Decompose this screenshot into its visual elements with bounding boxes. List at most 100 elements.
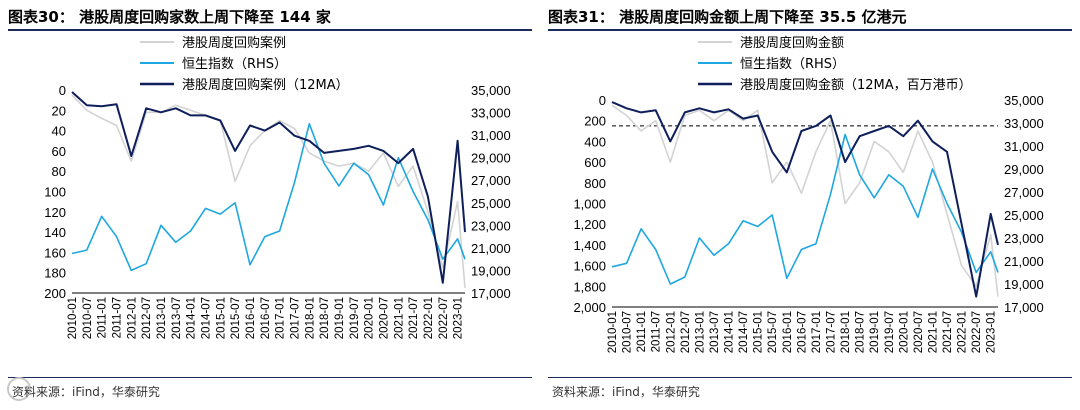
chart-source: 资料来源：iFind，华泰研究 bbox=[12, 385, 160, 399]
x-tick-label: 2010-07 bbox=[82, 297, 94, 339]
y-left-tick-label: 0 bbox=[599, 93, 606, 108]
x-tick-label: 2013-01 bbox=[156, 297, 168, 339]
x-tick-label: 2019-01 bbox=[869, 311, 881, 353]
x-tick-label: 2022-07 bbox=[971, 311, 983, 353]
x-tick-label: 2023-01 bbox=[453, 297, 465, 339]
chart-svg: 0 20 40 60 80 100 120 140 160 180 200 17,000 19,000 2… bbox=[44, 35, 511, 339]
x-tick-label: 2010-01 bbox=[607, 311, 619, 353]
y-left-tick-label: 800 bbox=[584, 176, 606, 191]
legend-label: 港股周度回购金额（12MA，百万港币） bbox=[740, 77, 972, 93]
x-tick-label: 2022-01 bbox=[957, 311, 969, 353]
chart-source: 资料来源：iFind，华泰研究 bbox=[552, 385, 700, 399]
y-right-tick-label: 27,000 bbox=[1004, 185, 1044, 200]
chart-title: 图表30： 港股周度回购家数上周下降至 144 家 bbox=[8, 8, 331, 26]
y-left-tick-label: 60 bbox=[52, 144, 66, 159]
y-left-tick-label: 1,400 bbox=[573, 238, 606, 253]
y-right-tick-label: 33,000 bbox=[471, 106, 511, 121]
x-tick-label: 2012-01 bbox=[126, 297, 138, 339]
y-left-tick-label: 140 bbox=[44, 225, 66, 240]
y-right-tick-label: 31,000 bbox=[471, 128, 511, 143]
x-tick-label: 2017-01 bbox=[275, 297, 287, 339]
y-left-tick-label: 1,200 bbox=[573, 217, 606, 232]
x-tick-label: 2012-07 bbox=[141, 297, 153, 339]
x-tick-label: 2023-01 bbox=[986, 311, 998, 353]
y-right-tick-label: 23,000 bbox=[1004, 231, 1044, 246]
y-left-tick-label: 200 bbox=[584, 114, 606, 129]
x-tick-label: 2019-07 bbox=[884, 311, 896, 353]
series-line-1 bbox=[71, 123, 466, 272]
legend-label: 港股周度回购案例 bbox=[182, 35, 286, 51]
x-tick-label: 2014-07 bbox=[738, 311, 750, 353]
x-tick-label: 2011-01 bbox=[636, 311, 648, 352]
legend-label: 港股周度回购案例（12MA） bbox=[182, 77, 349, 93]
watermark-logo-icon bbox=[7, 377, 31, 401]
x-tick-label: 2015-07 bbox=[767, 311, 779, 353]
y-right-tick-label: 35,000 bbox=[471, 83, 511, 98]
x-tick-label: 2010-07 bbox=[622, 311, 634, 353]
y-right-tick-label: 29,000 bbox=[471, 151, 511, 166]
y-left-tick-label: 1,600 bbox=[573, 259, 606, 274]
y-left-tick-label: 160 bbox=[44, 245, 66, 260]
x-tick-label: 2016-07 bbox=[796, 311, 808, 353]
x-tick-label: 2013-01 bbox=[694, 311, 706, 353]
x-tick-label: 2014-07 bbox=[200, 297, 212, 339]
y-right-tick-label: 17,000 bbox=[1004, 300, 1044, 315]
x-tick-label: 2016-07 bbox=[260, 297, 272, 339]
x-tick-label: 2021-07 bbox=[942, 311, 954, 353]
chart-svg: 0 200 400 600 800 1,000 1,200 1,400 1,600 1,800 2,… bbox=[573, 35, 1044, 353]
y-right-tick-label: 31,000 bbox=[1004, 139, 1044, 154]
x-tick-label: 2018-07 bbox=[855, 311, 867, 353]
y-right-tick-label: 19,000 bbox=[1004, 277, 1044, 292]
x-tick-label: 2018-01 bbox=[304, 297, 316, 339]
y-right-tick-label: 19,000 bbox=[471, 263, 511, 278]
x-tick-label: 2015-01 bbox=[753, 311, 765, 353]
y-left-tick-label: 80 bbox=[52, 164, 66, 179]
x-tick-label: 2013-07 bbox=[171, 297, 183, 339]
y-right-tick-label: 21,000 bbox=[1004, 254, 1044, 269]
x-tick-label: 2018-01 bbox=[840, 311, 852, 353]
source-divider bbox=[548, 377, 1072, 378]
x-tick-label: 2021-01 bbox=[393, 297, 405, 339]
x-tick-label: 2015-01 bbox=[215, 297, 227, 339]
y-right-tick-label: 17,000 bbox=[471, 286, 511, 301]
y-right-tick-label: 33,000 bbox=[1004, 116, 1044, 131]
chart-panel-2: 图表31： 港股周度回购金额上周下降至 35.5 亿港元 0 200 400 600 8… bbox=[540, 0, 1080, 410]
x-tick-label: 2022-07 bbox=[438, 297, 450, 339]
x-tick-label: 2017-07 bbox=[289, 297, 301, 339]
x-tick-label: 2012-07 bbox=[680, 311, 692, 353]
y-right-tick-label: 25,000 bbox=[1004, 208, 1044, 223]
y-left-tick-label: 2,000 bbox=[573, 300, 606, 315]
x-tick-label: 2020-07 bbox=[913, 311, 925, 353]
x-tick-label: 2018-07 bbox=[319, 297, 331, 339]
title-divider bbox=[548, 29, 1072, 31]
y-left-tick-label: 200 bbox=[44, 286, 66, 301]
x-tick-label: 2017-07 bbox=[825, 311, 837, 353]
y-right-tick-label: 35,000 bbox=[1004, 93, 1044, 108]
chart-panel-1: 图表30： 港股周度回购家数上周下降至 144 家 0 20 40 60 80 100 12… bbox=[7, 8, 532, 401]
x-tick-label: 2010-01 bbox=[67, 297, 79, 339]
x-tick-label: 2021-07 bbox=[408, 297, 420, 339]
x-tick-label: 2021-01 bbox=[927, 311, 939, 353]
y-left-tick-label: 400 bbox=[584, 134, 606, 149]
series-line-0 bbox=[611, 104, 999, 297]
x-tick-label: 2014-01 bbox=[724, 311, 736, 353]
y-left-tick-label: 1,000 bbox=[573, 197, 606, 212]
legend-label: 恒生指数（RHS） bbox=[740, 57, 845, 72]
title-divider bbox=[8, 29, 532, 31]
chart-title: 图表31： 港股周度回购金额上周下降至 35.5 亿港元 bbox=[548, 8, 907, 26]
y-right-tick-label: 29,000 bbox=[1004, 162, 1044, 177]
x-tick-label: 2019-07 bbox=[349, 297, 361, 339]
y-left-tick-label: 180 bbox=[44, 266, 66, 281]
x-tick-label: 2014-01 bbox=[186, 297, 198, 339]
x-tick-label: 2017-01 bbox=[811, 311, 823, 353]
x-tick-label: 2015-07 bbox=[230, 297, 242, 339]
x-tick-label: 2011-07 bbox=[111, 297, 123, 338]
legend-label: 港股周度回购金额 bbox=[740, 35, 844, 51]
source-divider bbox=[8, 377, 532, 378]
y-right-tick-label: 21,000 bbox=[471, 241, 511, 256]
y-right-tick-label: 27,000 bbox=[471, 173, 511, 188]
y-left-tick-label: 40 bbox=[52, 124, 66, 139]
x-tick-label: 2011-07 bbox=[651, 311, 663, 352]
y-left-tick-label: 600 bbox=[584, 155, 606, 170]
legend-label: 恒生指数（RHS） bbox=[182, 57, 287, 72]
